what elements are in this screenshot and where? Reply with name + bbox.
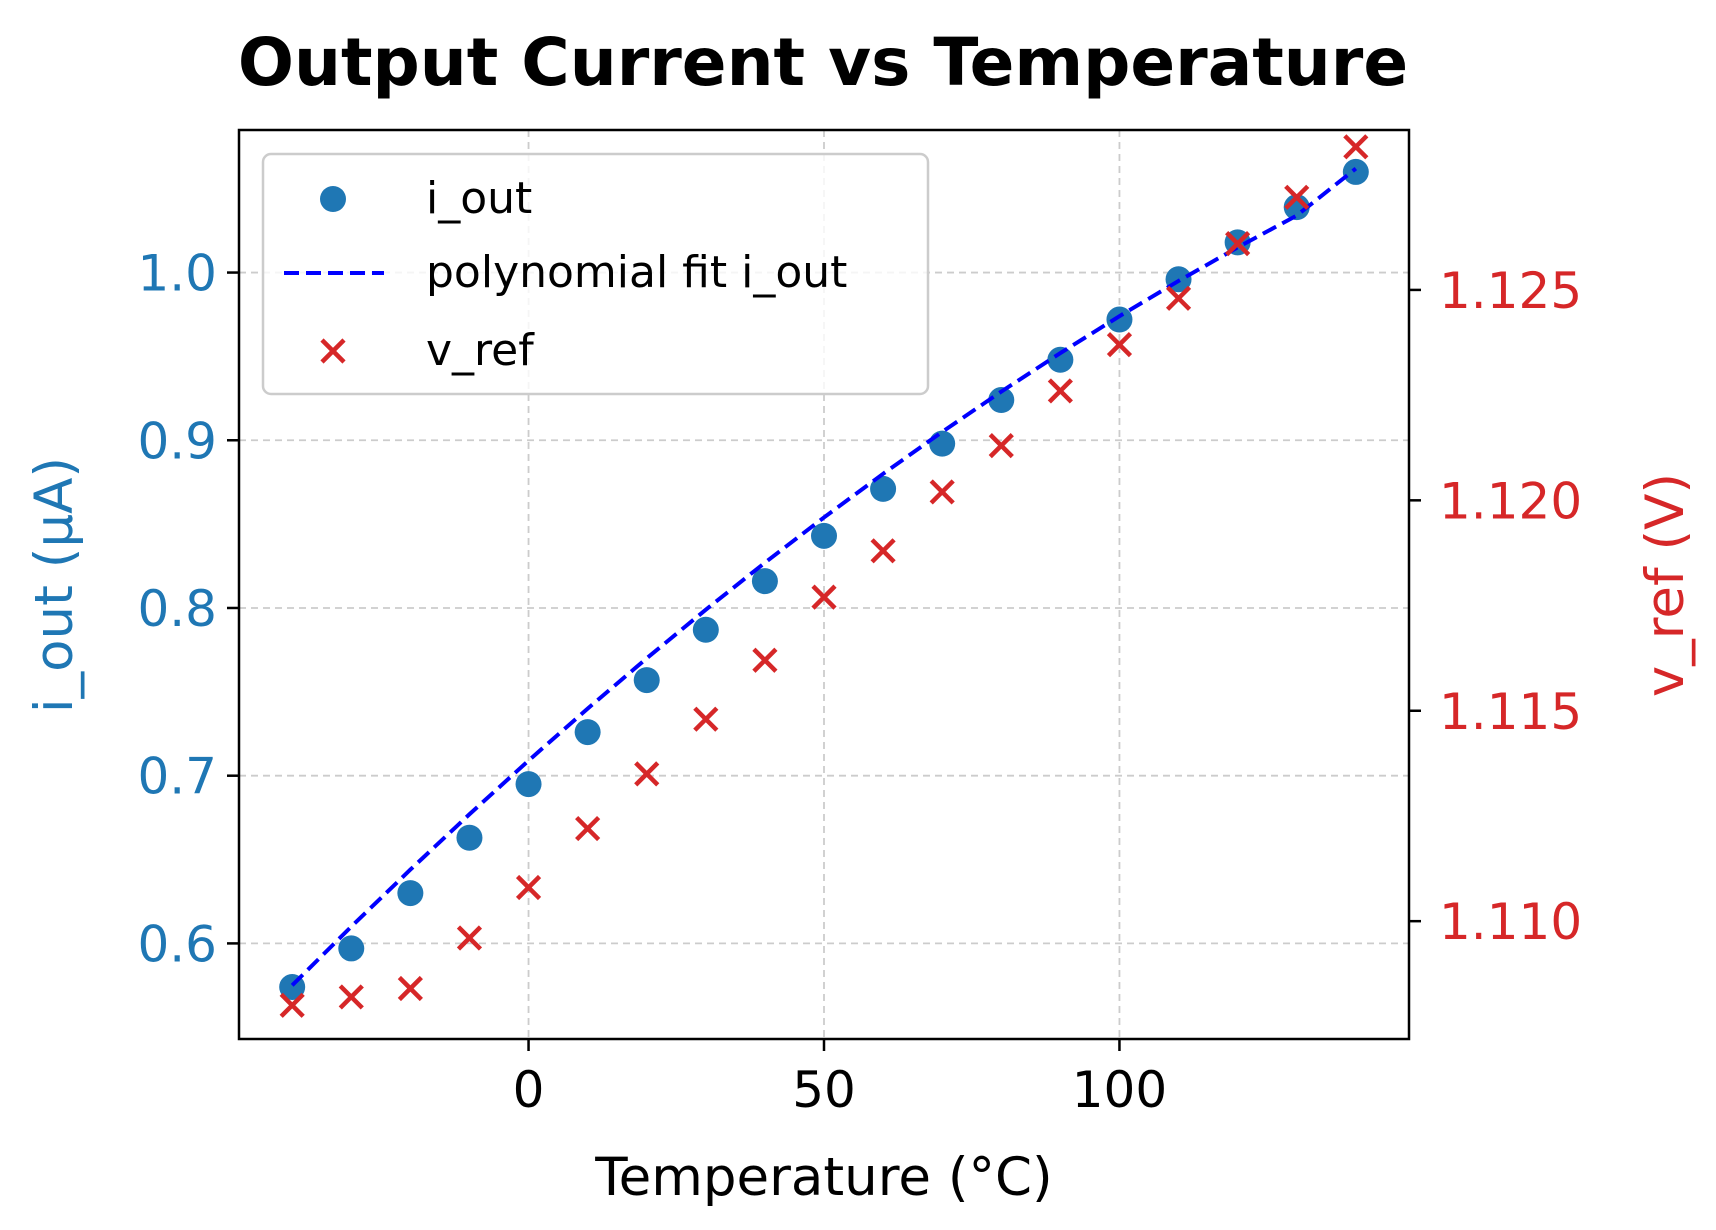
i-out-point [870, 475, 897, 502]
i-out-point [1342, 158, 1369, 185]
y-left-tick-label: 0.8 [137, 580, 217, 638]
x-tick-label: 100 [1072, 1061, 1167, 1119]
v-ref-point [515, 874, 542, 901]
legend-marker-v-ref [320, 338, 346, 364]
i-out-point [338, 935, 365, 962]
i-out-point [988, 387, 1015, 414]
i-out-point [1283, 194, 1310, 221]
x-tick-label: 50 [792, 1061, 856, 1119]
y-right-tick-label: 1.110 [1439, 893, 1582, 951]
y-axis-left-label: i_out (µA) [24, 457, 85, 713]
i-out-point [397, 880, 424, 907]
v-ref-point [575, 815, 601, 842]
v-ref-point [929, 479, 955, 505]
polynomial-fit-line [290, 167, 1358, 987]
v-ref-point [634, 761, 660, 787]
x-tick-label: 0 [513, 1061, 545, 1119]
y-axis-left: 0.6 0.7 0.8 0.9 1.0 [137, 245, 239, 973]
i-out-point [929, 430, 956, 457]
legend-label-polynomial-fit: polynomial fit i_out [426, 247, 847, 298]
y-left-tick-label: 1.0 [137, 245, 217, 303]
y-right-tick-label: 1.120 [1439, 472, 1582, 530]
legend: i_out polynomial fit i_out v_ref [261, 152, 930, 396]
v-ref-point [811, 584, 837, 610]
chart-title: Output Current vs Temperature [238, 24, 1408, 101]
i-out-point [633, 667, 660, 694]
v-ref-point [870, 538, 896, 564]
v-ref-point [1284, 184, 1310, 210]
v-ref-point [1343, 134, 1369, 160]
v-ref-point [1106, 332, 1133, 358]
i-out-point [574, 719, 601, 746]
y-left-tick-label: 0.9 [137, 412, 217, 470]
y-axis-right: 1.110 1.115 1.120 1.125 [1409, 262, 1582, 951]
legend-marker-i-out [320, 186, 346, 212]
v-ref-point [279, 992, 305, 1018]
i-out-point [811, 522, 837, 549]
i-out-point [456, 824, 483, 851]
x-axis-label: Temperature (°C) [594, 1147, 1052, 1208]
y-left-tick-label: 0.6 [137, 915, 217, 973]
v-ref-point [1047, 378, 1073, 404]
v-ref-point [988, 433, 1014, 459]
i-out-point [1106, 306, 1133, 333]
i-out-point [751, 568, 778, 595]
v-ref-point [752, 647, 778, 673]
v-ref-point [456, 925, 483, 951]
legend-label-v-ref: v_ref [426, 325, 535, 376]
i-out-point [1047, 346, 1074, 373]
plot-area [279, 134, 1369, 1018]
y-right-tick-label: 1.115 [1439, 683, 1582, 741]
v-ref-point [693, 706, 719, 732]
v-ref-point [397, 975, 423, 1002]
v-ref-point [338, 984, 364, 1010]
i-out-point [692, 616, 719, 643]
legend-box [261, 152, 930, 396]
y-axis-right-label: v_ref (V) [1635, 473, 1696, 697]
legend-label-i-out: i_out [426, 173, 532, 224]
x-axis: 0 50 100 [513, 1039, 1167, 1119]
v-ref-point [1225, 231, 1251, 257]
v-ref-point [1165, 285, 1192, 311]
y-left-tick-label: 0.7 [137, 748, 217, 806]
i-out-point [515, 771, 542, 798]
y-right-tick-label: 1.125 [1439, 262, 1582, 320]
